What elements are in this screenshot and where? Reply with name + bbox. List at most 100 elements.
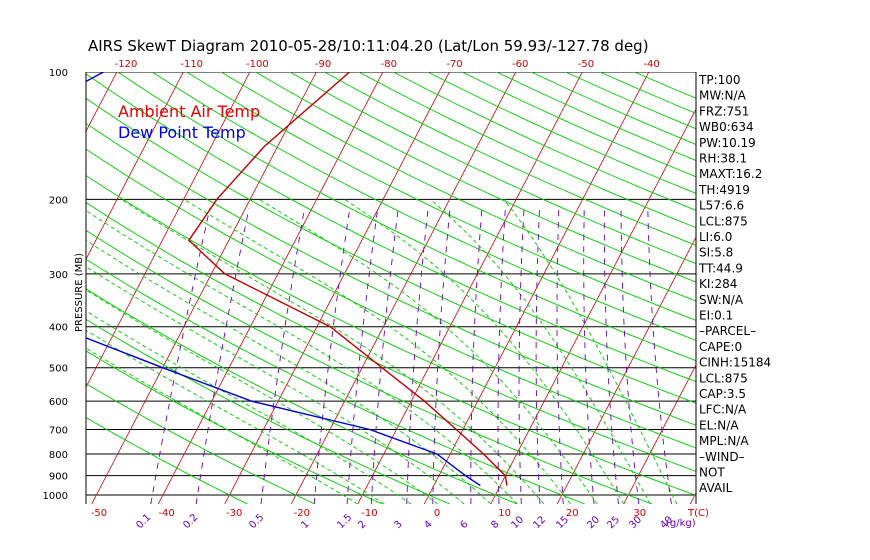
sounding-series: [86, 72, 508, 487]
pressure-tick-label: 400: [49, 323, 68, 334]
dry-adiabat-line: [496, 72, 696, 161]
top-temp-tick-label: -110: [180, 59, 203, 70]
top-temp-axis: -120 -110 -100 -90 -80 -70 -60 -50 -40: [115, 59, 660, 70]
side-index-label: SW:N/A: [699, 293, 744, 307]
mixing-ratio-tick-label: 25: [605, 514, 622, 531]
isobars: [86, 72, 696, 496]
moist-adiabat-line: [86, 239, 492, 504]
isotherm-line: [86, 72, 184, 261]
bottom-temp-tick-label: 20: [566, 508, 579, 519]
bottom-temp-unit-label: T(C): [687, 508, 709, 519]
moist-adiabat-line: [258, 198, 598, 504]
bottom-temp-tick-label: -20: [294, 508, 310, 519]
mixing-ratio-line: [432, 208, 451, 504]
moist-adiabats: [86, 198, 678, 504]
side-index-label: MW:N/A: [699, 89, 747, 103]
mixing-ratio-line: [620, 208, 640, 504]
side-index-label: LI:6.0: [699, 230, 732, 244]
dry-adiabat-line: [86, 350, 383, 504]
dry-adiabat-line: [289, 72, 696, 265]
moist-adiabat-line: [86, 310, 412, 504]
isotherm-line: [490, 108, 696, 504]
mixing-ratio-tick-label: 2: [356, 519, 368, 531]
pressure-tick-label: 700: [49, 426, 68, 437]
moist-adiabat-line: [86, 289, 438, 504]
isotherm-line: [290, 72, 517, 504]
pressure-tick-label: 900: [49, 472, 68, 483]
pressure-tick-label: 800: [49, 450, 68, 461]
mixing-ratio-unit-label: (g/kg): [666, 518, 696, 529]
mixing-ratio-line: [346, 208, 379, 504]
side-index-label: LCL:875: [699, 371, 748, 385]
mixing-ratio-line: [497, 208, 506, 504]
side-index-label: MAXT:16.2: [699, 167, 762, 181]
side-index-label: EI:0.1: [699, 309, 733, 323]
mixing-ratio-tick-label: 0.1: [134, 512, 153, 531]
side-index-label: EL:N/A: [699, 418, 739, 432]
pressure-tick-label: 300: [49, 270, 68, 281]
bottom-temp-tick-label: -40: [158, 508, 174, 519]
bottom-temp-tick-label: -30: [226, 508, 242, 519]
dry-adiabat-line: [86, 416, 248, 504]
mixing-ratio-tick-label: 8: [489, 519, 501, 531]
mixing-ratio-tick-label: 6: [458, 519, 470, 531]
dry-adiabat-line: [86, 202, 696, 496]
pressure-tick-label: 1000: [43, 491, 68, 502]
top-temp-tick-label: -60: [512, 59, 528, 70]
isotherm-line: [623, 364, 696, 504]
pressure-axis-label: PRESSURE (MB): [74, 253, 85, 332]
series-line-dew-point-temp: [86, 72, 481, 487]
mixing-ratio-axis: 0.1 0.2 0.5 1 1.5 2 3 4 6 8 10 12 15 20 25 30 40(g/kg): [134, 512, 695, 531]
isotherm-line: [91, 72, 317, 504]
pressure-tick-label: 200: [49, 195, 68, 206]
dry-adiabat-line: [151, 72, 696, 341]
side-index-label: TH:4919: [698, 183, 750, 197]
side-index-label: TP:100: [698, 73, 741, 87]
side-index-label: WB0:634: [699, 120, 754, 134]
moist-adiabat-line: [344, 198, 625, 504]
mixing-ratio-tick-label: 0.5: [247, 512, 266, 531]
dry-adiabats: [86, 72, 696, 504]
top-temp-tick-label: -70: [446, 59, 462, 70]
bottom-temp-tick-label: -50: [91, 508, 107, 519]
dry-adiabat-line: [255, 72, 696, 283]
legend: Ambient Air Temp Dew Point Temp: [118, 102, 260, 142]
dry-adiabat-line: [86, 383, 315, 504]
dry-adiabat-line: [86, 258, 585, 504]
mixing-ratio-tick-label: 0.2: [181, 512, 200, 531]
side-index-label: NOT: [699, 466, 725, 480]
dry-adiabat-line: [220, 72, 696, 302]
dry-adiabat-line: [324, 72, 696, 246]
side-index-label: PW:10.19: [699, 136, 756, 150]
legend-entry: Ambient Air Temp: [118, 102, 260, 121]
moist-adiabat-line: [183, 198, 571, 504]
dry-adiabat-line: [86, 97, 696, 404]
mixing-ratio-tick-label: 10: [509, 514, 526, 531]
pressure-tick-label: 600: [49, 397, 68, 408]
isotherm-line: [157, 72, 384, 504]
mixing-ratio-line: [260, 208, 305, 504]
side-index-label: CAP:3.5: [699, 387, 746, 401]
mixing-ratio-lines: [150, 208, 672, 504]
dry-adiabat-line: [86, 148, 696, 449]
mixing-ratio-line: [470, 208, 483, 504]
side-index-label: MPL:N/A: [699, 434, 749, 448]
dry-adiabat-line: [461, 72, 696, 178]
mixing-ratio-tick-label: 3: [392, 519, 404, 531]
mixing-ratio-line: [195, 208, 250, 504]
moist-adiabat-line: [503, 199, 678, 504]
side-index-label: LCL:875: [699, 214, 748, 228]
side-index-label: CAPE:0: [699, 340, 742, 354]
series-line-ambient-air-temp: [187, 72, 508, 486]
dry-adiabat-line: [86, 122, 696, 426]
bottom-temp-axis: -50 -40 -30 -20 -10 0 10 20 30 T(C): [91, 508, 709, 519]
isotherm-line: [757, 72, 870, 504]
moist-adiabat-line: [86, 210, 518, 504]
mixing-ratio-line: [370, 208, 399, 504]
side-index-label: –WIND–: [699, 450, 745, 464]
pressure-tick-label: 500: [49, 364, 68, 375]
side-index-label: CINH:15184: [699, 356, 771, 370]
moist-adiabat-line: [86, 329, 385, 504]
dry-adiabat-line: [186, 72, 696, 321]
